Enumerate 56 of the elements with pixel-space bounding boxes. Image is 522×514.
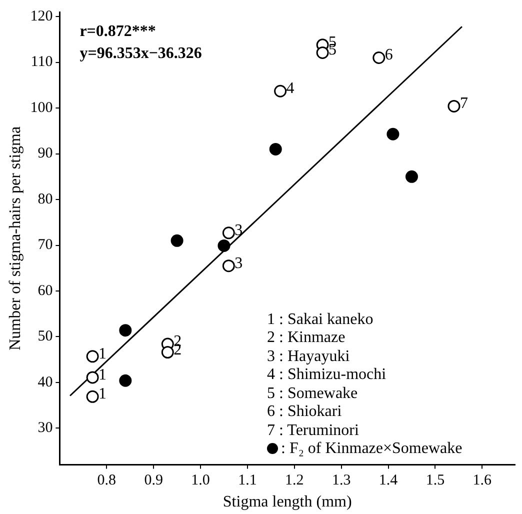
x-tick-label: 1.1 <box>238 472 257 489</box>
legend-label: : F₂ of Kinmaze×Somewake <box>281 440 462 458</box>
annotation: 6 <box>384 46 393 64</box>
point <box>372 51 386 64</box>
annotation: 7 : Teruminori <box>267 422 360 440</box>
point <box>316 46 329 59</box>
x-axis-title: Stigma length (mm) <box>222 494 352 511</box>
y-tick-label: 30 <box>38 420 53 436</box>
y-tick-label: 50 <box>38 328 53 345</box>
y-tick-label: 60 <box>38 282 53 299</box>
annotation: 1 <box>98 366 107 384</box>
x-tick-label: 1.0 <box>191 472 210 489</box>
annotation: 3 : Hayayuki <box>267 348 351 366</box>
y-tick-label: 110 <box>30 54 53 70</box>
point <box>86 390 99 403</box>
y-tick-label: 80 <box>38 191 53 208</box>
annotation: 3 <box>234 222 243 239</box>
y-tick-label: 70 <box>38 237 53 254</box>
x-tick-label: 1.2 <box>285 472 304 489</box>
text: y=96.353x−36.326 <box>80 45 202 62</box>
annotation: 5 : Somewake <box>267 384 359 404</box>
point <box>448 100 460 112</box>
annotation: 4 : Shimizu-mochi <box>267 366 388 385</box>
point <box>222 226 235 240</box>
y-axis-title: Number of stigma-hairs per stigma <box>6 126 24 350</box>
point <box>86 350 99 363</box>
annotation: 2 : Kinmaze <box>267 329 346 348</box>
point <box>274 84 287 98</box>
point <box>222 260 235 272</box>
text: r=0.872*** <box>80 23 156 40</box>
x-tick-label: 1.5 <box>426 472 445 489</box>
annotation: 7 <box>460 95 468 112</box>
point <box>86 371 99 384</box>
x-tick-label: 1.4 <box>378 472 398 489</box>
y-tick-label: 120 <box>30 8 53 25</box>
annotation: 4 <box>286 80 294 98</box>
y-tick-label: 90 <box>38 146 53 162</box>
y-tick-label: 100 <box>30 100 53 116</box>
annotation: 1 <box>98 345 107 362</box>
x-tick-label: 0.8 <box>97 472 116 489</box>
x-tick-label: 1.6 <box>472 472 492 489</box>
annotation: 1 <box>98 386 107 403</box>
annotation: 1 : Sakai kaneko <box>267 310 374 330</box>
point <box>405 170 418 183</box>
point <box>269 142 282 156</box>
annotation: 6 : Shiokari <box>267 403 343 422</box>
x-tick-label: 1.3 <box>332 472 351 489</box>
point <box>119 324 132 337</box>
x-tick-label: 0.9 <box>144 472 163 489</box>
point <box>161 346 174 359</box>
point <box>218 239 230 252</box>
point <box>119 374 132 387</box>
annotation: 3 <box>234 254 243 272</box>
point <box>170 234 184 247</box>
y-tick-label: 40 <box>38 374 53 390</box>
point <box>386 128 400 140</box>
